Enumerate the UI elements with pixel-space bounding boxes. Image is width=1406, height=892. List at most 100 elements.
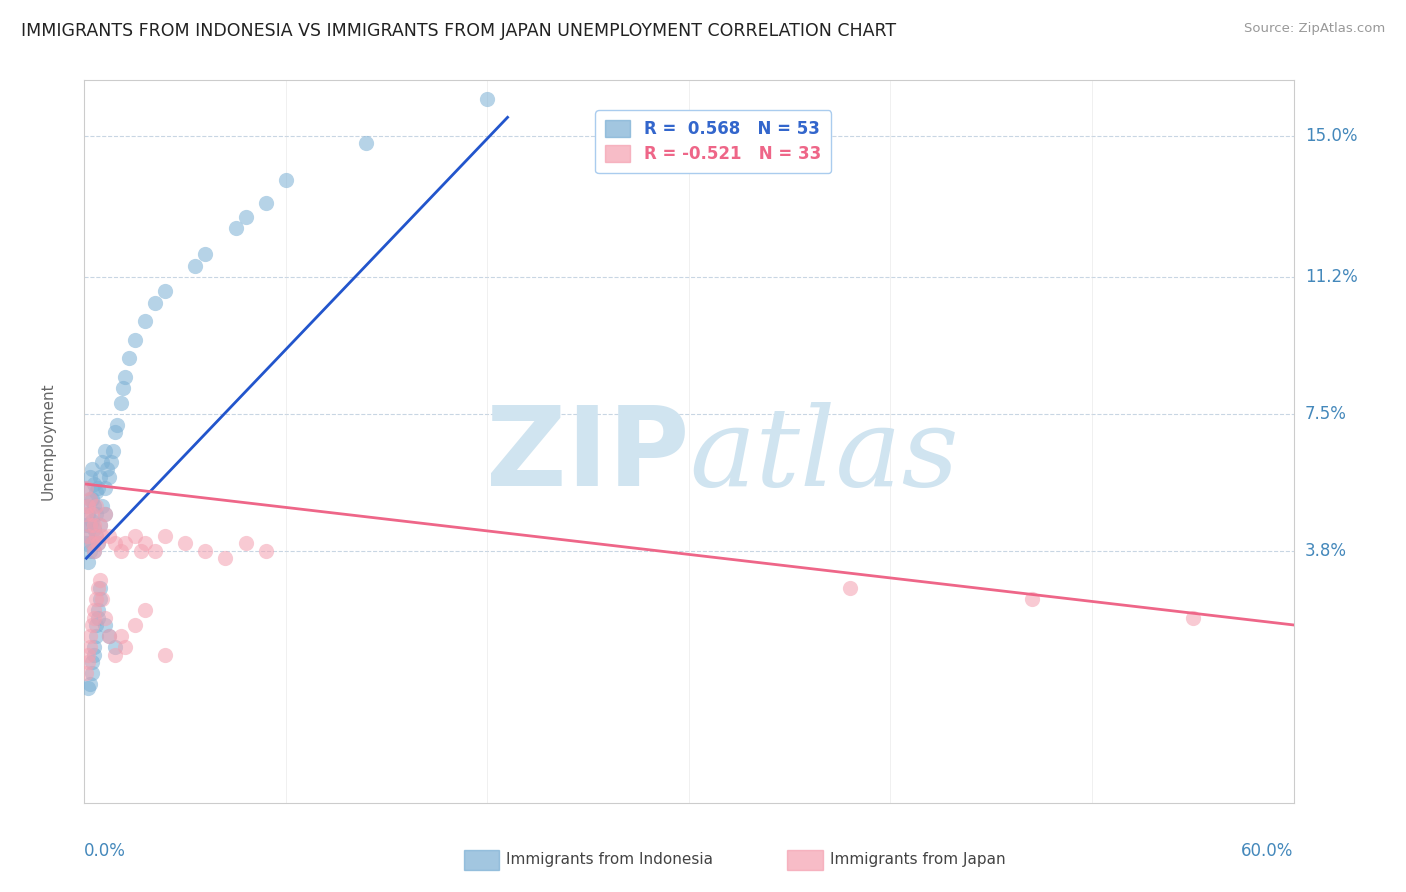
Point — [129, 544, 152, 558]
Point — [79, 677, 101, 691]
Point — [97, 629, 120, 643]
Point — [118, 351, 141, 366]
Point — [89, 517, 111, 532]
Point — [77, 529, 100, 543]
Point — [77, 555, 100, 569]
Point — [83, 517, 105, 532]
Point — [77, 681, 100, 695]
Point — [75, 666, 97, 681]
Text: 60.0%: 60.0% — [1241, 842, 1294, 860]
Point — [79, 491, 101, 506]
Text: ZIP: ZIP — [485, 402, 689, 509]
Point — [83, 603, 105, 617]
Point — [77, 655, 100, 669]
Point — [114, 640, 136, 655]
Point — [79, 640, 101, 655]
Point — [225, 221, 247, 235]
Point — [87, 536, 110, 550]
Point — [77, 648, 100, 662]
Point — [194, 247, 217, 261]
Point — [89, 574, 111, 588]
Point — [153, 648, 176, 662]
Point — [89, 592, 111, 607]
Point — [79, 491, 101, 506]
Point — [82, 618, 104, 632]
Point — [97, 629, 120, 643]
Point — [87, 581, 110, 595]
Point — [214, 551, 236, 566]
Point — [93, 507, 115, 521]
Point — [839, 581, 862, 595]
Point — [75, 517, 97, 532]
Point — [235, 536, 257, 550]
Point — [77, 529, 100, 543]
Point — [194, 544, 217, 558]
Point — [134, 314, 156, 328]
Point — [93, 618, 115, 632]
Point — [110, 395, 132, 409]
Point — [91, 455, 114, 469]
Point — [1021, 592, 1043, 607]
Point — [93, 481, 115, 495]
Point — [93, 507, 115, 521]
Text: 0.0%: 0.0% — [84, 842, 127, 860]
Point — [82, 507, 104, 521]
Point — [174, 536, 197, 550]
Point — [184, 259, 207, 273]
Point — [82, 655, 104, 669]
Point — [97, 469, 120, 483]
Point — [143, 544, 166, 558]
Point — [86, 529, 108, 543]
Point — [124, 618, 146, 632]
Point — [82, 666, 104, 681]
Point — [79, 544, 101, 558]
Point — [124, 529, 146, 543]
Text: 7.5%: 7.5% — [1305, 405, 1347, 423]
Point — [89, 469, 111, 483]
Point — [82, 536, 104, 550]
Point — [143, 295, 166, 310]
Point — [114, 536, 136, 550]
Point — [96, 462, 118, 476]
Point — [93, 610, 115, 624]
Point — [83, 610, 105, 624]
Point — [104, 648, 127, 662]
Point — [83, 477, 105, 491]
Text: 15.0%: 15.0% — [1305, 127, 1357, 145]
Point — [77, 500, 100, 514]
Point — [79, 517, 101, 532]
Point — [87, 603, 110, 617]
Point — [79, 629, 101, 643]
Point — [86, 618, 108, 632]
Point — [91, 592, 114, 607]
Text: Unemployment: Unemployment — [41, 383, 56, 500]
Point — [91, 529, 114, 543]
Point — [75, 536, 97, 550]
Point — [79, 517, 101, 532]
Text: 11.2%: 11.2% — [1305, 268, 1357, 285]
Point — [87, 536, 110, 550]
Point — [75, 507, 97, 521]
Point — [104, 536, 127, 550]
Point — [356, 136, 378, 151]
Point — [83, 522, 105, 536]
Point — [77, 507, 100, 521]
Point — [87, 610, 110, 624]
Point — [110, 544, 132, 558]
Point — [101, 443, 124, 458]
Point — [124, 333, 146, 347]
Point — [86, 592, 108, 607]
Point — [104, 640, 127, 655]
Point — [83, 640, 105, 655]
Point — [86, 529, 108, 543]
Point — [83, 544, 105, 558]
Point — [83, 544, 105, 558]
Point — [89, 581, 111, 595]
Point — [97, 529, 120, 543]
Point — [83, 648, 105, 662]
Text: Immigrants from Japan: Immigrants from Japan — [830, 853, 1005, 867]
Point — [82, 462, 104, 476]
Text: atlas: atlas — [689, 402, 959, 509]
Point — [82, 491, 104, 506]
Point — [153, 529, 176, 543]
